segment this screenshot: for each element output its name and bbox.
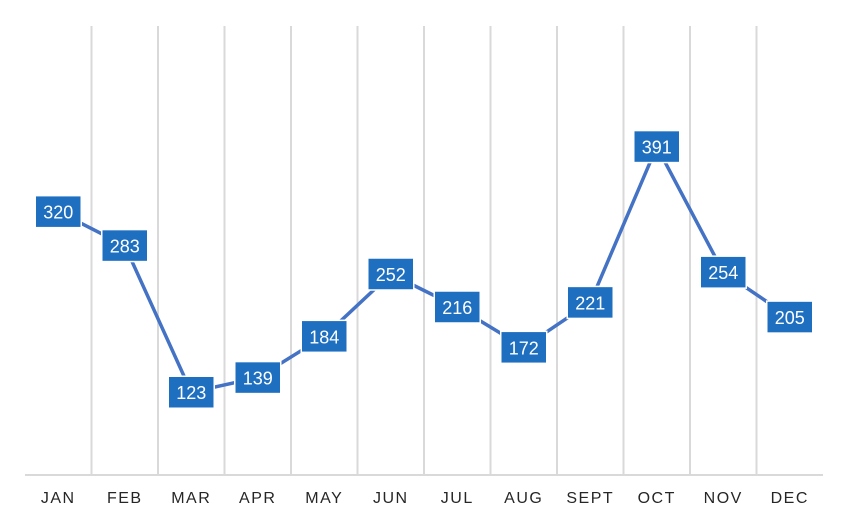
data-label: 320: [34, 194, 82, 229]
data-label: 391: [633, 129, 681, 164]
data-label: 252: [367, 257, 415, 291]
data-label-box: [633, 129, 681, 164]
data-label-text: 254: [708, 263, 738, 283]
data-label: 254: [699, 255, 747, 289]
x-tick-label: OCT: [638, 490, 676, 507]
data-labels: 320 283 123 139 184 252 216 172 221 391 254 205: [34, 129, 814, 409]
data-label-text: 205: [775, 308, 805, 328]
data-label-box: [300, 319, 348, 354]
data-label: 205: [766, 300, 814, 334]
series-line: [56, 144, 792, 394]
data-label: 283: [101, 228, 149, 263]
data-label-box: [433, 290, 481, 324]
data-label-text: 184: [309, 327, 339, 347]
data-label: 216: [433, 290, 481, 324]
data-label-text: 221: [575, 293, 605, 313]
x-tick-label: MAR: [171, 490, 211, 507]
data-label-text: 391: [642, 138, 672, 158]
x-axis-tick-labels: JAN FEB MAR APR MAY JUN JUL AUG SEPT OCT NOV DEC: [41, 490, 809, 507]
data-label-text: 216: [442, 298, 472, 318]
x-tick-label: JAN: [41, 490, 76, 507]
data-label-box: [234, 360, 282, 395]
data-label-box: [500, 330, 548, 365]
data-label: 139: [234, 360, 282, 395]
x-tick-label: SEPT: [566, 490, 614, 507]
data-label-box: [101, 228, 149, 263]
x-tick-label: DEC: [771, 490, 809, 507]
data-label-box: [766, 300, 814, 334]
gridlines: [90, 26, 758, 475]
data-label-box: [34, 194, 82, 229]
data-label-box: [167, 375, 215, 409]
x-tick-label: APR: [239, 490, 276, 507]
x-tick-label: NOV: [704, 490, 743, 507]
data-label-text: 139: [243, 369, 273, 389]
data-label-box: [699, 255, 747, 289]
data-label-text: 123: [176, 383, 206, 403]
data-label: 172: [500, 330, 548, 365]
data-label: 184: [300, 319, 348, 354]
data-label-text: 283: [110, 237, 140, 257]
data-label-box: [566, 285, 614, 320]
x-tick-label: JUL: [441, 490, 474, 507]
x-tick-label: MAY: [305, 490, 343, 507]
x-tick-label: AUG: [504, 490, 543, 507]
x-tick-label: JUN: [373, 490, 409, 507]
data-label: 123: [167, 375, 215, 409]
data-label: 221: [566, 285, 614, 320]
data-label-box: [367, 257, 415, 291]
data-label-text: 252: [376, 265, 406, 285]
data-label-text: 172: [509, 338, 539, 358]
x-tick-label: FEB: [107, 490, 143, 507]
data-label-text: 320: [43, 203, 73, 223]
